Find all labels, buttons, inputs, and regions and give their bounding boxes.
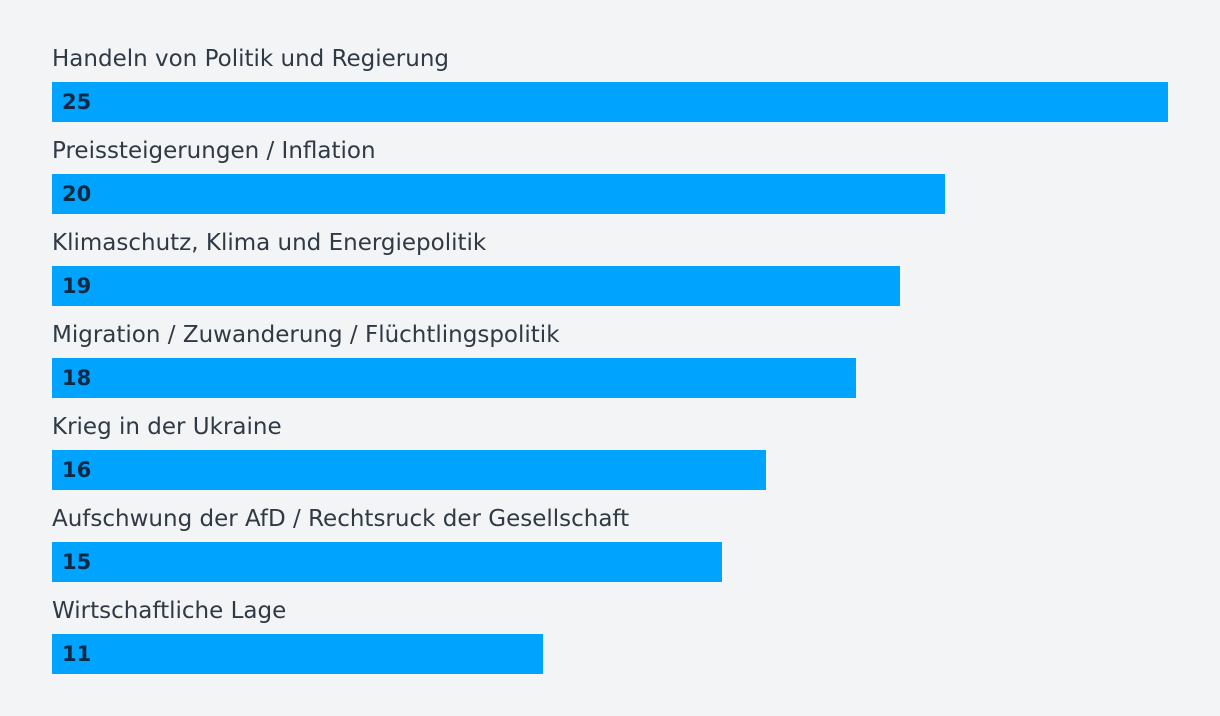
bar-value-label: 15 [62, 550, 92, 574]
bar-value-label: 25 [62, 90, 92, 114]
bar-value-label: 16 [62, 458, 92, 482]
bar-row: Migration / Zuwanderung / Flüchtlingspol… [52, 320, 1168, 412]
bar: 11 [52, 634, 544, 674]
bar: 25 [52, 82, 1168, 122]
category-label: Preissteigerungen / Inflation [52, 138, 376, 164]
bar-row: Krieg in der Ukraine 16 [52, 412, 1168, 504]
category-label: Handeln von Politik und Regierung [52, 46, 450, 72]
bar-row: Klimaschutz, Klima und Energiepolitik 19 [52, 228, 1168, 320]
bar-value-label: 19 [62, 274, 92, 298]
bar-row: Aufschwung der AfD / Rechtsruck der Gese… [52, 504, 1168, 596]
category-label: Migration / Zuwanderung / Flüchtlingspol… [52, 322, 560, 348]
category-label: Wirtschaftliche Lage [52, 598, 287, 624]
category-label: Klimaschutz, Klima und Energiepolitik [52, 230, 487, 256]
category-label: Aufschwung der AfD / Rechtsruck der Gese… [52, 506, 630, 532]
bar: 19 [52, 266, 901, 306]
bar: 15 [52, 542, 722, 582]
bar: 20 [52, 174, 945, 214]
bar-value-label: 18 [62, 366, 92, 390]
bar-row: Wirtschaftliche Lage 11 [52, 596, 1168, 688]
bar-row: Preissteigerungen / Inflation 20 [52, 136, 1168, 228]
bar: 18 [52, 358, 856, 398]
bar-value-label: 11 [62, 642, 92, 666]
category-label: Krieg in der Ukraine [52, 414, 282, 440]
bar-row: Handeln von Politik und Regierung 25 [52, 44, 1168, 136]
bar-value-label: 20 [62, 182, 92, 206]
bar: 16 [52, 450, 767, 490]
